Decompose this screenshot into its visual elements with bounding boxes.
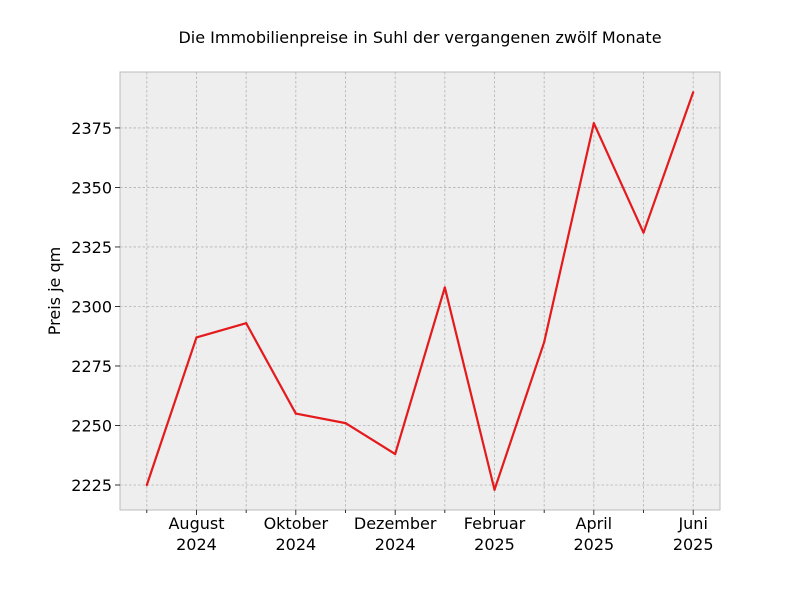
data-point xyxy=(344,422,347,425)
y-tick-label: 2225 xyxy=(71,476,112,495)
x-tick-label: August 2024 xyxy=(168,514,224,554)
x-tick-label: Dezember 2024 xyxy=(354,514,437,554)
x-axis: August 2024 Oktober 2024 Dezember 2024 Februar… xyxy=(146,510,714,554)
grid-lines xyxy=(120,72,720,510)
y-tick-label: 2375 xyxy=(71,119,112,138)
x-tick-label-line: 2024 xyxy=(176,535,217,554)
x-tick-label-line: Juni xyxy=(677,514,707,533)
x-tick-label-line: 2024 xyxy=(375,535,416,554)
x-tick-label: Oktober 2024 xyxy=(264,514,329,554)
y-axis: 2225 2250 2275 2300 2325 2350 2375 xyxy=(71,119,120,495)
x-tick-label-line: 2025 xyxy=(673,535,714,554)
data-point xyxy=(642,231,645,234)
y-tick-label: 2275 xyxy=(71,357,112,376)
y-tick-label: 2350 xyxy=(71,178,112,197)
data-point xyxy=(145,483,148,487)
x-tick-label-line: April xyxy=(576,514,613,533)
chart-title: Die Immobilienpreise in Suhl der vergang… xyxy=(178,28,661,47)
x-tick-label-line: Februar xyxy=(464,514,526,533)
plot-area xyxy=(119,71,721,511)
x-tick-label: Februar 2025 xyxy=(464,514,526,554)
data-point xyxy=(692,91,695,94)
data-point xyxy=(195,336,198,339)
data-point xyxy=(543,341,546,344)
y-axis-label: Preis je qm xyxy=(45,247,64,335)
x-tick-label-line: 2024 xyxy=(275,535,316,554)
x-tick-label-line: Oktober xyxy=(264,514,329,533)
y-tick-label: 2250 xyxy=(71,416,112,435)
y-tick-label: 2300 xyxy=(71,297,112,316)
x-tick-label-line: Dezember xyxy=(354,514,437,533)
series-line xyxy=(145,91,695,491)
x-tick-label: April 2025 xyxy=(573,514,614,554)
series-layer xyxy=(145,91,695,491)
x-tick-label-line: August xyxy=(168,514,224,533)
x-tick-label-line: 2025 xyxy=(474,535,515,554)
x-tick-label: Juni 2025 xyxy=(673,514,714,554)
data-point xyxy=(443,286,446,289)
data-point xyxy=(294,412,297,415)
y-tick-label: 2325 xyxy=(71,238,112,257)
data-point xyxy=(493,488,496,491)
data-point xyxy=(245,322,248,325)
data-point xyxy=(592,122,595,125)
data-point xyxy=(394,452,397,456)
x-tick-label-line: 2025 xyxy=(573,535,614,554)
